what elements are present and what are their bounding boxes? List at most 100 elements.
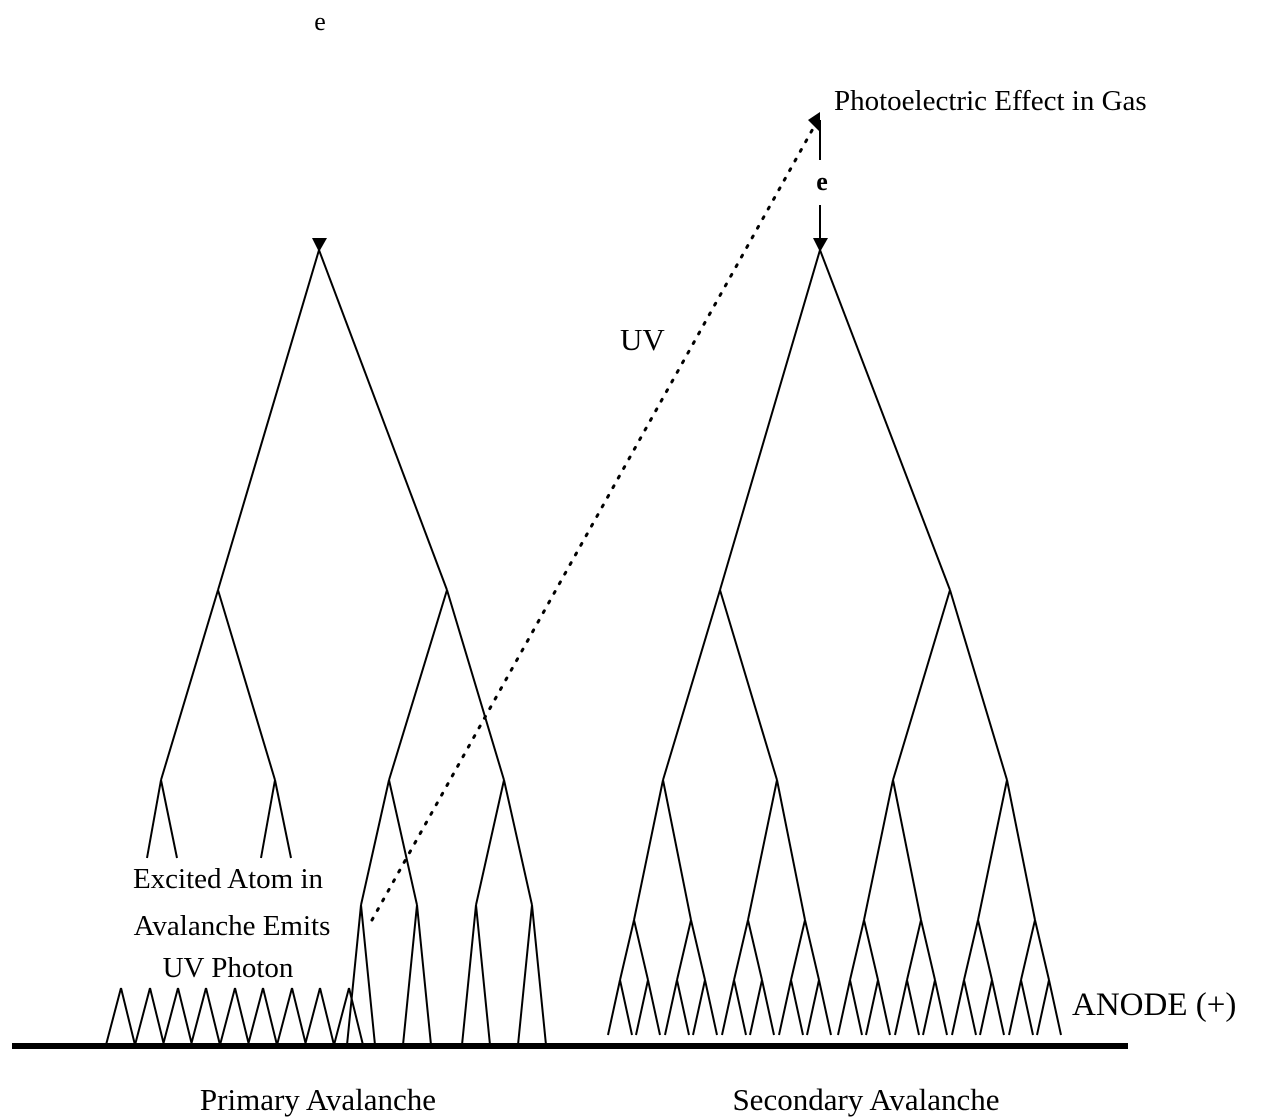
secondary-branch-l5-1-1-right xyxy=(704,979,718,1036)
excited-atom-label-line2: Avalanche Emits xyxy=(134,910,331,942)
secondary-branch-l4-3-left xyxy=(790,919,806,981)
secondary-branch-l5-3-0-left xyxy=(778,979,792,1036)
secondary-branch-l5-0-1-left xyxy=(635,979,649,1036)
secondary-branch-l3-2-left xyxy=(863,779,894,921)
primary-branch-l2b-right xyxy=(446,589,505,781)
secondary-branch-l5-4-0-right xyxy=(849,979,863,1036)
primary-base-triangle-0-right xyxy=(120,987,136,1046)
primary-base-triangle-6-left xyxy=(276,987,293,1046)
secondary-branch-l3-1-right xyxy=(776,779,806,921)
secondary-branch-l4-7-left xyxy=(1020,919,1036,981)
secondary-branch-l5-7-0-right xyxy=(1020,979,1034,1036)
primary-base-triangle-8-right xyxy=(348,987,364,1046)
secondary-branch-l5-6-0-right xyxy=(963,979,977,1036)
secondary-branch-l5-2-1-left xyxy=(749,979,763,1036)
secondary-branch-l5-6-0-left xyxy=(951,979,965,1036)
primary-base-triangle-3-right xyxy=(205,987,221,1046)
secondary-branch-l5-1-0-right xyxy=(676,979,690,1036)
secondary-branch-l5-0-0-left xyxy=(607,979,621,1036)
photoelectric-flag-icon xyxy=(808,112,820,132)
photoelectric-effect-label: Photoelectric Effect in Gas xyxy=(834,85,1147,117)
secondary-branch-l4-4-right xyxy=(863,919,879,981)
secondary-branch-l4-3-right xyxy=(804,919,820,981)
primary-branch-l2b-left xyxy=(388,589,448,781)
secondary-avalanche-label: Secondary Avalanche xyxy=(732,1082,999,1117)
primary-avalanche-tree xyxy=(146,249,547,1046)
primary-branch-l4-0-1-right xyxy=(416,904,432,1046)
primary-branch-l3c1-right xyxy=(503,779,533,906)
anode-plate xyxy=(12,1043,1128,1049)
secondary-branch-l5-3-1-left xyxy=(806,979,820,1036)
secondary-branch-l5-4-1-left xyxy=(865,979,879,1036)
secondary-branch-l5-6-1-left xyxy=(979,979,993,1036)
excited-atom-label-line3: UV Photon xyxy=(163,952,294,984)
primary-avalanche-label: Primary Avalanche xyxy=(200,1082,436,1117)
secondary-branch-l5-5-0-right xyxy=(906,979,920,1036)
primary-branch-l4-0-1-left xyxy=(402,904,418,1046)
secondary-branch-l3-0-right xyxy=(662,779,692,921)
secondary-electron-label: e xyxy=(816,167,828,196)
secondary-branch-l5-7-0-left xyxy=(1008,979,1022,1036)
secondary-branch-l4-1-left xyxy=(676,919,692,981)
primary-branch-l2a-right xyxy=(217,589,276,781)
secondary-branch-l4-6-right xyxy=(977,919,993,981)
primary-base-triangle-1-right xyxy=(149,987,165,1046)
primary-branch-l3c0-left xyxy=(360,779,390,906)
secondary-branch-l5-5-1-right xyxy=(934,979,948,1036)
secondary-branch-l4-2-left xyxy=(733,919,749,981)
primary-base-triangle-8-left xyxy=(333,987,350,1046)
primary-base-triangle-4-left xyxy=(219,987,236,1046)
secondary-branch-l4-7-right xyxy=(1034,919,1050,981)
secondary-branch-l2-1-left xyxy=(892,589,951,781)
secondary-branch-l5-1-0-left xyxy=(664,979,678,1036)
secondary-branch-l5-2-0-left xyxy=(721,979,735,1036)
secondary-branch-l5-0-1-right xyxy=(647,979,661,1036)
secondary-branch-l5-6-1-right xyxy=(991,979,1005,1036)
secondary-branch-l5-5-1-left xyxy=(922,979,936,1036)
excited-atom-label-line1: Excited Atom in xyxy=(133,863,324,895)
secondary-branch-l5-3-0-right xyxy=(790,979,804,1036)
secondary-branch-l5-2-1-right xyxy=(761,979,775,1036)
primary-base-triangle-5-right xyxy=(262,987,278,1046)
secondary-branch-l2-1-right xyxy=(949,589,1008,781)
secondary-branch-l5-7-1-left xyxy=(1036,979,1050,1036)
primary-branch-l1-left xyxy=(217,249,320,591)
primary-branch-l3b-left xyxy=(260,779,276,859)
secondary-branch-l4-4-left xyxy=(849,919,865,981)
primary-electron-label: e xyxy=(314,7,326,36)
primary-branch-l1-right xyxy=(318,249,448,591)
primary-base-triangle-7-right xyxy=(319,987,335,1046)
secondary-branch-l4-0-right xyxy=(633,919,649,981)
secondary-branch-l5-5-0-left xyxy=(894,979,908,1036)
secondary-branch-l4-6-left xyxy=(963,919,979,981)
primary-branch-l3c0-right xyxy=(388,779,418,906)
primary-electron-arrowhead xyxy=(312,238,327,252)
secondary-branch-l4-5-left xyxy=(906,919,922,981)
primary-branch-l4-1-0-right xyxy=(475,904,491,1046)
secondary-electron-arrowhead xyxy=(813,238,828,252)
uv-photon-path xyxy=(370,123,817,922)
secondary-branch-l5-1-1-left xyxy=(692,979,706,1036)
primary-branch-l4-0-0-right xyxy=(360,904,376,1046)
primary-base-triangle-4-right xyxy=(234,987,250,1046)
primary-branch-l4-1-1-left xyxy=(517,904,533,1046)
secondary-branch-l5-0-0-right xyxy=(619,979,633,1036)
primary-base-triangle-6-right xyxy=(291,987,307,1046)
secondary-branch-l3-3-left xyxy=(977,779,1008,921)
secondary-branch-l5-7-1-right xyxy=(1048,979,1062,1036)
primary-branch-l4-0-0-left xyxy=(346,904,362,1046)
primary-branch-l2a-left xyxy=(160,589,219,781)
secondary-branch-l1-left xyxy=(719,249,821,591)
primary-avalanche-base-triangles xyxy=(105,987,364,1046)
primary-base-triangle-7-left xyxy=(304,987,321,1046)
secondary-branch-l4-1-right xyxy=(690,919,706,981)
secondary-branch-l4-2-right xyxy=(747,919,763,981)
secondary-branch-l5-4-1-right xyxy=(877,979,891,1036)
primary-base-triangle-0-left xyxy=(105,987,122,1046)
primary-base-triangle-2-right xyxy=(177,987,193,1046)
primary-base-triangle-3-left xyxy=(190,987,207,1046)
primary-branch-l4-1-0-left xyxy=(461,904,477,1046)
primary-branch-l4-1-1-right xyxy=(531,904,547,1046)
secondary-avalanche-tree xyxy=(607,249,1062,1036)
